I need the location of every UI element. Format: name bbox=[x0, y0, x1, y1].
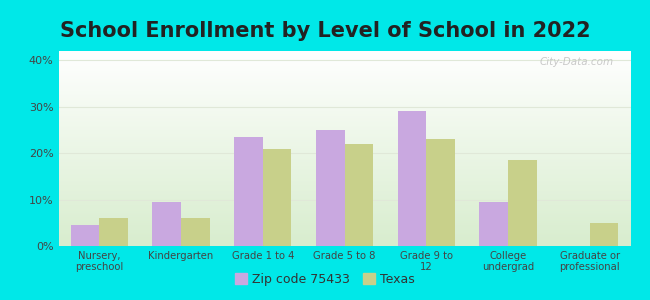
Bar bbox=[398, 111, 426, 246]
Bar bbox=[71, 225, 99, 246]
Bar bbox=[99, 218, 128, 246]
Bar bbox=[153, 202, 181, 246]
Text: School Enrollment by Level of School in 2022: School Enrollment by Level of School in … bbox=[60, 21, 590, 41]
Bar bbox=[590, 223, 618, 246]
Bar bbox=[181, 218, 210, 246]
Legend: Zip code 75433, Texas: Zip code 75433, Texas bbox=[230, 268, 420, 291]
Bar bbox=[316, 130, 344, 246]
Bar bbox=[479, 202, 508, 246]
Text: City-Data.com: City-Data.com bbox=[540, 57, 614, 67]
Bar bbox=[263, 148, 291, 246]
Bar bbox=[234, 137, 263, 246]
Bar bbox=[344, 144, 373, 246]
Bar bbox=[426, 139, 455, 246]
Bar bbox=[508, 160, 536, 246]
